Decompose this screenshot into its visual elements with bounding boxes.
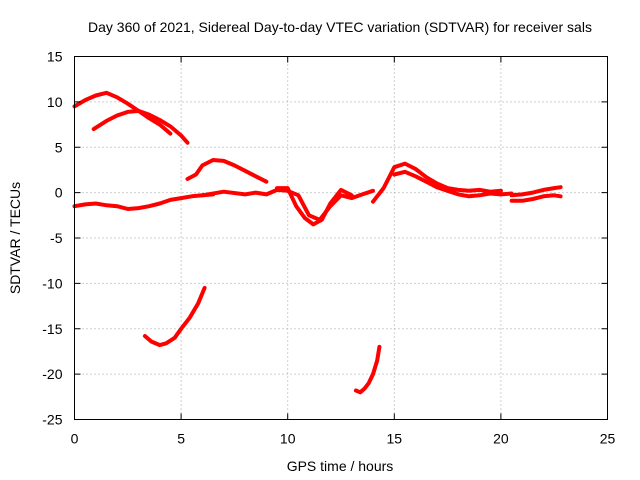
x-tick-label: 0 — [71, 431, 79, 447]
y-tick-label: -10 — [42, 275, 62, 291]
y-tick-label: 5 — [55, 139, 63, 155]
x-tick-label: 5 — [177, 431, 185, 447]
y-tick-label: -5 — [50, 230, 63, 246]
grid — [74, 56, 608, 420]
x-tick-label: 20 — [493, 431, 509, 447]
x-tick-label: 10 — [280, 431, 296, 447]
x-tick-label: 15 — [387, 431, 403, 447]
x-axis-label: GPS time / hours — [287, 458, 394, 474]
series-group — [72, 90, 563, 395]
y-axis-label: SDTVAR / TECUs — [7, 182, 23, 294]
series-arc-1 — [72, 90, 173, 136]
chart-title: Day 360 of 2021, Sidereal Day-to-day VTE… — [88, 19, 592, 35]
series-arc-7 — [275, 186, 354, 227]
series-arc-8 — [353, 344, 382, 395]
series-arc-9 — [371, 161, 503, 204]
y-tick-label: 15 — [47, 49, 63, 65]
series-arc-10 — [392, 169, 514, 199]
axis-ticks: 0 5 10 15 20 25 -25 -20 -15 -10 -5 0 5 10 15 — [42, 49, 615, 447]
series-arc-5 — [142, 285, 207, 348]
y-tick-label: 10 — [47, 94, 63, 110]
y-tick-label: 0 — [55, 185, 63, 201]
y-tick-label: -25 — [42, 412, 62, 428]
series-arc-3 — [72, 192, 216, 211]
series-arc-12 — [509, 185, 563, 198]
y-tick-label: -20 — [42, 366, 62, 382]
y-tick-label: -15 — [42, 321, 62, 337]
series-arc-2 — [91, 108, 190, 145]
series-arc-6 — [200, 187, 375, 222]
series-arc-11 — [509, 193, 563, 203]
x-tick-label: 25 — [600, 431, 616, 447]
series-arc-4 — [185, 158, 269, 184]
plot-frame — [74, 56, 608, 420]
